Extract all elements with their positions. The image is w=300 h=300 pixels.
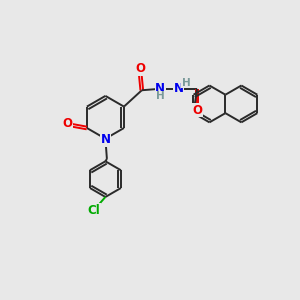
Text: Cl: Cl	[87, 204, 100, 217]
Text: O: O	[63, 117, 73, 130]
Text: O: O	[192, 104, 202, 117]
Text: O: O	[135, 62, 145, 75]
Text: N: N	[174, 82, 184, 95]
Text: H: H	[156, 91, 165, 101]
Text: N: N	[155, 82, 165, 95]
Text: H: H	[182, 78, 190, 88]
Text: N: N	[100, 133, 110, 146]
